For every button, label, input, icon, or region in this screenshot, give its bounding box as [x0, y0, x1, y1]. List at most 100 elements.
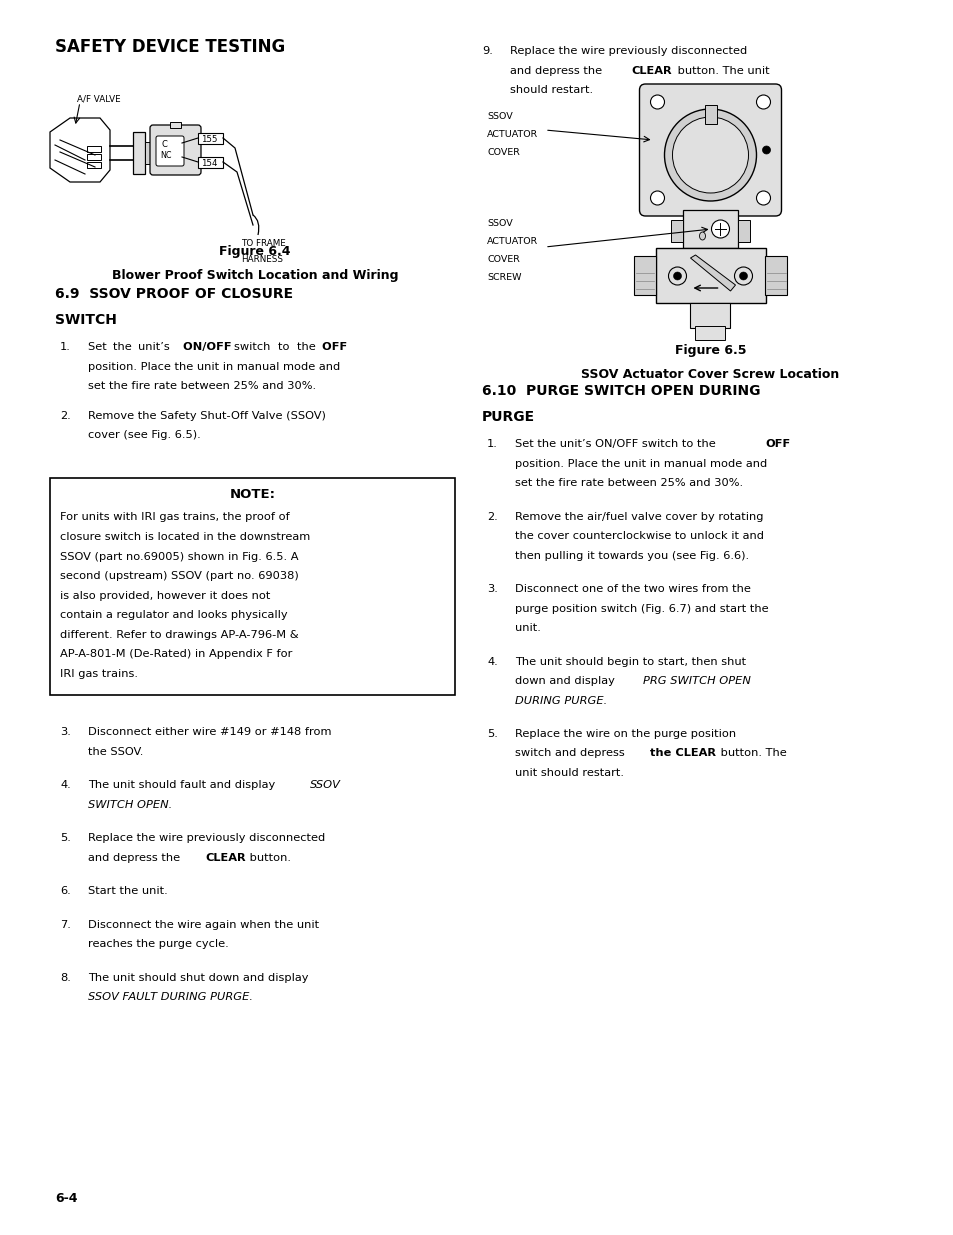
Text: is also provided, however it does not: is also provided, however it does not: [60, 590, 270, 600]
Text: ACTUATOR: ACTUATOR: [486, 130, 537, 140]
Text: purge position switch (Fig. 6.7) and start the: purge position switch (Fig. 6.7) and sta…: [515, 604, 768, 614]
Text: 6-4: 6-4: [55, 1192, 77, 1205]
Text: reaches the purge cycle.: reaches the purge cycle.: [88, 939, 229, 948]
Text: C: C: [162, 140, 168, 149]
Text: the: the: [296, 342, 318, 352]
Text: The unit should begin to start, then shut: The unit should begin to start, then shu…: [515, 657, 745, 667]
Text: Set the unit’s ON/OFF switch to the: Set the unit’s ON/OFF switch to the: [515, 438, 719, 450]
Circle shape: [756, 191, 770, 205]
Text: 2.: 2.: [486, 511, 497, 521]
Text: 3.: 3.: [486, 584, 497, 594]
Text: switch: switch: [233, 342, 274, 352]
Text: 155: 155: [201, 136, 217, 144]
Text: NOTE:: NOTE:: [230, 488, 275, 500]
Text: SSOV: SSOV: [310, 781, 340, 790]
Text: NC: NC: [160, 151, 172, 161]
Text: the SSOV.: the SSOV.: [88, 746, 143, 757]
Text: 8.: 8.: [60, 972, 71, 983]
Text: Disconnect the wire again when the unit: Disconnect the wire again when the unit: [88, 920, 319, 930]
Bar: [170, 122, 181, 128]
Bar: [764, 256, 786, 295]
Polygon shape: [690, 254, 735, 291]
Text: SAFETY DEVICE TESTING: SAFETY DEVICE TESTING: [55, 38, 285, 56]
Bar: [145, 142, 152, 164]
Bar: [703, 105, 716, 124]
Bar: [670, 220, 682, 242]
Circle shape: [761, 146, 770, 154]
Text: Disconnect one of the two wires from the: Disconnect one of the two wires from the: [515, 584, 750, 594]
Text: button.: button.: [245, 852, 291, 862]
Circle shape: [673, 272, 680, 280]
Circle shape: [739, 272, 747, 280]
Text: button. The unit: button. The unit: [674, 65, 769, 75]
Bar: [690, 303, 730, 329]
Text: different. Refer to drawings AP-A-796-M &: different. Refer to drawings AP-A-796-M …: [60, 630, 298, 640]
Text: then pulling it towards you (see Fig. 6.6).: then pulling it towards you (see Fig. 6.…: [515, 551, 748, 561]
Bar: [633, 256, 655, 295]
Text: and depress the: and depress the: [510, 65, 605, 75]
Text: SSOV: SSOV: [486, 112, 512, 121]
Circle shape: [650, 191, 664, 205]
Text: position. Place the unit in manual mode and: position. Place the unit in manual mode …: [515, 458, 766, 468]
Text: OFF: OFF: [321, 342, 351, 352]
Text: ON/OFF: ON/OFF: [182, 342, 234, 352]
Text: closure switch is located in the downstream: closure switch is located in the downstr…: [60, 532, 310, 542]
Text: Replace the wire previously disconnected: Replace the wire previously disconnected: [510, 46, 746, 56]
Text: SSOV Actuator Cover Screw Location: SSOV Actuator Cover Screw Location: [580, 368, 839, 382]
Text: 2.: 2.: [60, 410, 71, 420]
Text: 3.: 3.: [60, 727, 71, 737]
Text: CLEAR: CLEAR: [205, 852, 246, 862]
Bar: [87, 146, 101, 152]
Text: Replace the wire on the purge position: Replace the wire on the purge position: [515, 729, 736, 739]
Text: ACTUATOR: ACTUATOR: [486, 237, 537, 246]
Text: The unit should fault and display: The unit should fault and display: [88, 781, 278, 790]
Text: unit should restart.: unit should restart.: [515, 768, 623, 778]
Text: CLEAR: CLEAR: [631, 65, 672, 75]
Text: 5.: 5.: [60, 832, 71, 844]
Text: contain a regulator and looks physically: contain a regulator and looks physically: [60, 610, 287, 620]
Text: down and display: down and display: [515, 676, 618, 685]
FancyBboxPatch shape: [639, 84, 781, 216]
Text: to: to: [277, 342, 293, 352]
Text: IRI gas trains.: IRI gas trains.: [60, 668, 138, 678]
Text: SWITCH OPEN.: SWITCH OPEN.: [88, 799, 172, 809]
Text: the: the: [113, 342, 135, 352]
Text: 9.: 9.: [481, 46, 493, 56]
Bar: [655, 248, 764, 303]
Bar: [87, 154, 101, 161]
Text: and depress the: and depress the: [88, 852, 184, 862]
Text: OFF: OFF: [764, 438, 789, 450]
Text: 4.: 4.: [486, 657, 497, 667]
Text: set the fire rate between 25% and 30%.: set the fire rate between 25% and 30%.: [515, 478, 742, 488]
Text: second (upstream) SSOV (part no. 69038): second (upstream) SSOV (part no. 69038): [60, 571, 298, 580]
Text: 7.: 7.: [60, 920, 71, 930]
Text: position. Place the unit in manual mode and: position. Place the unit in manual mode …: [88, 362, 340, 372]
Text: SSOV FAULT DURING PURGE.: SSOV FAULT DURING PURGE.: [88, 992, 253, 1002]
Text: COVER: COVER: [486, 148, 519, 157]
Bar: [198, 132, 223, 143]
Bar: [738, 220, 749, 242]
Bar: [695, 326, 724, 340]
Text: PRG SWITCH OPEN: PRG SWITCH OPEN: [642, 676, 750, 685]
Bar: [87, 162, 101, 168]
Ellipse shape: [699, 232, 705, 240]
Text: Set: Set: [88, 342, 111, 352]
Text: DURING PURGE.: DURING PURGE.: [515, 695, 607, 705]
Text: SCREW: SCREW: [486, 273, 521, 282]
Text: SWITCH: SWITCH: [55, 312, 117, 327]
Text: Figure 6.5: Figure 6.5: [674, 345, 745, 357]
Circle shape: [664, 109, 756, 201]
Text: 4.: 4.: [60, 781, 71, 790]
Text: 6.9  SSOV PROOF OF CLOSURE: 6.9 SSOV PROOF OF CLOSURE: [55, 287, 293, 301]
FancyBboxPatch shape: [150, 125, 201, 175]
Text: For units with IRI gas trains, the proof of: For units with IRI gas trains, the proof…: [60, 513, 290, 522]
Text: unit.: unit.: [515, 622, 540, 634]
Text: unit’s: unit’s: [138, 342, 173, 352]
Bar: [132, 132, 145, 174]
Text: The unit should shut down and display: The unit should shut down and display: [88, 972, 308, 983]
Text: AP-A-801-M (De-Rated) in Appendix F for: AP-A-801-M (De-Rated) in Appendix F for: [60, 650, 292, 659]
Circle shape: [672, 117, 748, 193]
Text: the cover counterclockwise to unlock it and: the cover counterclockwise to unlock it …: [515, 531, 763, 541]
Text: 6.10  PURGE SWITCH OPEN DURING: 6.10 PURGE SWITCH OPEN DURING: [481, 384, 760, 398]
Text: button. The: button. The: [717, 748, 786, 758]
